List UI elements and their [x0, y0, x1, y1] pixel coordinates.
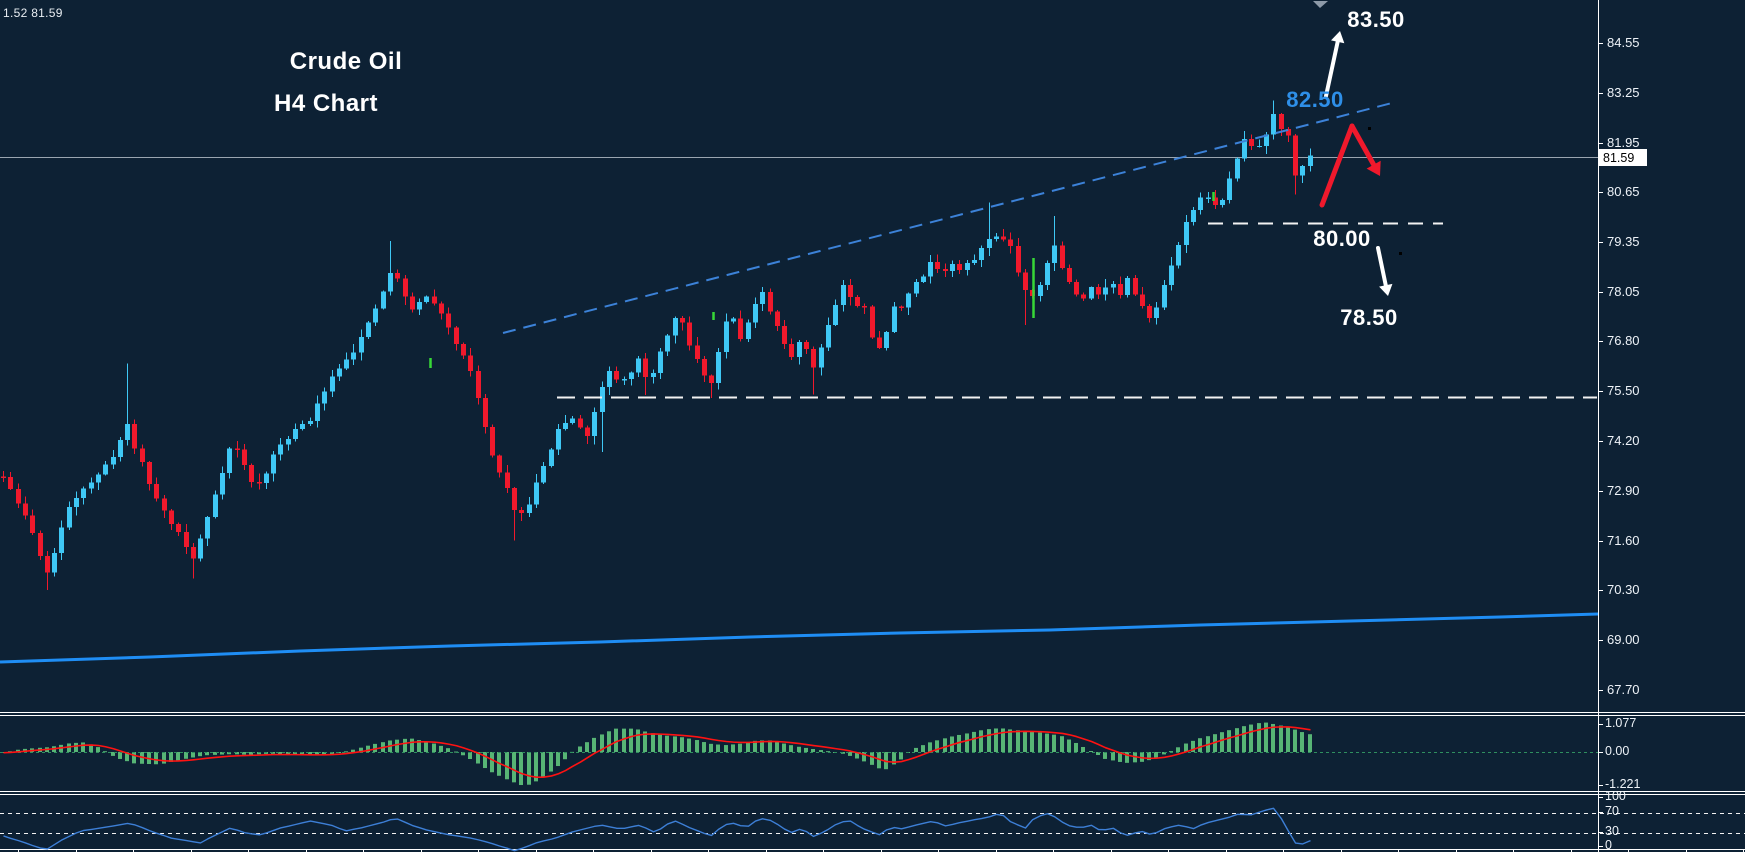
annotation-layer	[429, 1, 1597, 399]
moving-average-layer	[0, 612, 1599, 664]
indicator-layer	[0, 722, 1598, 852]
scroll-marker-icon	[1313, 1, 1328, 8]
candles-layer	[1, 100, 1313, 591]
